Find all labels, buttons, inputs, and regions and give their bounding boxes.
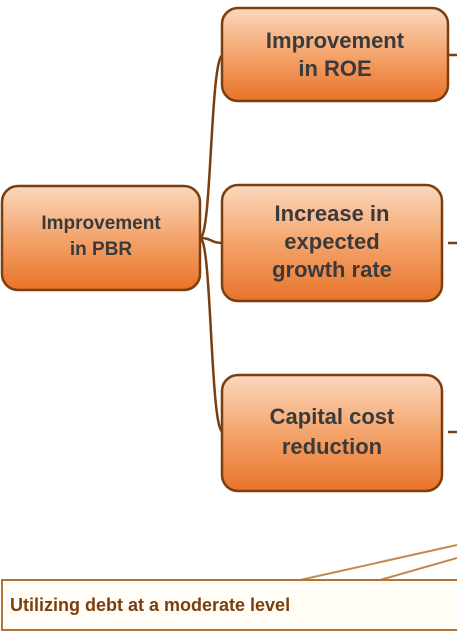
node-label: Improvement xyxy=(266,28,405,53)
node-label: Capital cost xyxy=(270,404,395,429)
node-box xyxy=(220,373,444,493)
node-label: growth rate xyxy=(272,257,392,282)
connector xyxy=(198,236,225,434)
connector xyxy=(198,53,225,240)
callout-label: Utilizing debt at a moderate level xyxy=(10,595,290,615)
connector xyxy=(199,236,224,245)
node-label: expected xyxy=(284,229,379,254)
node-label: in PBR xyxy=(70,239,133,260)
callout-box xyxy=(1,579,457,631)
node-label: in ROE xyxy=(298,56,371,81)
callout-pointer xyxy=(299,544,457,581)
node-box xyxy=(220,6,450,103)
node-label: Improvement xyxy=(41,213,161,234)
node-label: reduction xyxy=(282,434,382,459)
node-box xyxy=(0,184,202,292)
node-label: Increase in xyxy=(275,201,390,226)
node-box xyxy=(220,183,444,303)
